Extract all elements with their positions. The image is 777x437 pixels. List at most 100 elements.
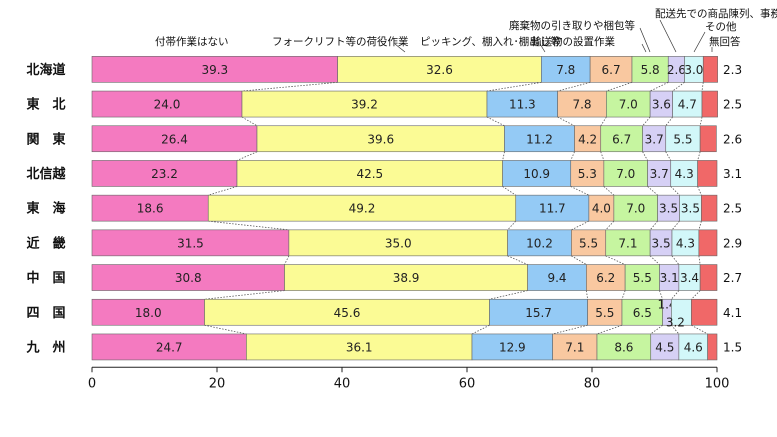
connector-line <box>596 324 623 335</box>
data-label: 11.2 <box>526 132 553 146</box>
bar-segment <box>204 298 490 326</box>
data-label: 12.9 <box>499 340 526 354</box>
data-label: 5.5 <box>595 306 614 320</box>
connector-line <box>665 151 672 161</box>
data-label: 2.6 <box>723 132 742 146</box>
connector-line <box>698 221 702 230</box>
data-label: 10.9 <box>523 167 550 181</box>
data-label: 2.5 <box>723 202 742 216</box>
bar-segment <box>571 229 607 257</box>
legend: 付帯作業はない フォークリフト等の荷役作業 ピッキング、棚入れ･棚出し等 廃棄物の引き… <box>155 7 777 53</box>
connector-line <box>647 186 658 196</box>
data-label: 18.6 <box>137 202 164 216</box>
bar-segment <box>678 333 708 361</box>
x-tick-label: 60 <box>459 376 476 391</box>
bar-segment <box>670 160 698 187</box>
data-label: 3.6 <box>652 98 671 112</box>
connector-line <box>241 81 338 92</box>
x-tick-label: 0 <box>88 376 96 391</box>
x-tick-label: 100 <box>705 376 730 391</box>
connector-line <box>671 290 680 300</box>
x-tick-label: 20 <box>209 376 226 391</box>
data-label: 3.7 <box>645 132 664 146</box>
legend-label: ピッキング、棚入れ･棚出し等 <box>420 35 561 48</box>
connector-line <box>605 220 615 231</box>
data-label: 38.9 <box>393 271 420 285</box>
bar-segment <box>702 56 718 83</box>
bar-segment <box>91 229 290 257</box>
data-label: 2.5 <box>723 98 742 112</box>
connector-line <box>507 220 517 231</box>
connector-line <box>486 116 505 127</box>
legend-label: 配送先での商品陳列、事務作業 <box>655 7 777 20</box>
connector-line <box>642 151 648 161</box>
data-label: 15.7 <box>525 306 552 320</box>
connector-line <box>649 81 669 92</box>
connector-line <box>236 151 258 161</box>
connector-line <box>605 255 626 265</box>
legend-leader-line <box>394 43 406 53</box>
data-label: 1.5 <box>723 340 742 354</box>
bar-segment <box>701 90 718 118</box>
data-label: 4.2 <box>578 132 597 146</box>
connector-line <box>698 255 701 265</box>
data-label: 10.2 <box>526 236 553 250</box>
data-label: 5.8 <box>641 63 660 77</box>
legend-leader-line <box>641 43 647 53</box>
connector-line <box>502 186 516 196</box>
legend-leader-line <box>639 27 651 53</box>
data-label: 6.5 <box>633 306 652 320</box>
data-label: 7.8 <box>572 98 591 112</box>
connector-line <box>571 255 587 265</box>
row-label: 近 畿 <box>26 235 65 251</box>
data-label: 31.5 <box>177 236 204 250</box>
bar-segment <box>246 333 473 361</box>
x-tick-label: 80 <box>584 376 601 391</box>
bar-segment <box>91 160 238 187</box>
bar-segment <box>707 333 718 361</box>
connector-line <box>570 151 575 161</box>
bar-segment <box>596 333 652 361</box>
data-label: 8.6 <box>614 340 633 354</box>
bar-segment <box>486 90 558 118</box>
bar-segment <box>489 298 588 326</box>
bar-segment <box>701 194 718 222</box>
data-label: 7.0 <box>619 98 638 112</box>
connector-line <box>571 220 590 231</box>
connector-line <box>606 81 633 92</box>
bar-segment <box>606 90 651 118</box>
data-label: 39.6 <box>367 132 394 146</box>
bar-segment <box>515 194 590 222</box>
data-label: 3.4 <box>680 271 699 285</box>
data-label: 2.9 <box>723 236 742 250</box>
row-label: 北海道 <box>26 62 65 78</box>
data-label: 7.1 <box>565 340 584 354</box>
bar-segment <box>541 56 591 83</box>
connector-line <box>642 116 651 127</box>
data-label: 6.7 <box>602 63 621 77</box>
connector-line <box>570 186 590 196</box>
bar-segment <box>698 229 718 257</box>
bar-segment <box>288 229 508 257</box>
bar-segment <box>589 56 633 83</box>
data-label: 6.7 <box>612 132 631 146</box>
data-label: 42.5 <box>356 167 383 181</box>
connector-line <box>671 255 680 265</box>
legend-leader-line <box>693 31 706 53</box>
legend-label: 廃棄物の引き取りや梱包等 <box>509 19 635 32</box>
bar-segment <box>613 194 658 222</box>
connector-line <box>691 324 708 335</box>
legend-label: その他 <box>705 20 737 33</box>
data-label: 4.5 <box>655 340 674 354</box>
data-label: 3.5 <box>681 202 700 216</box>
bar-segment <box>588 194 615 222</box>
connector-line <box>697 186 702 196</box>
legend-leader-line <box>539 43 546 53</box>
row-label: 四 国 <box>26 306 65 321</box>
row-label: 東 北 <box>26 97 65 113</box>
bar-segment <box>691 298 718 326</box>
row-label: 北信越 <box>26 166 66 182</box>
bar-segment <box>697 160 718 187</box>
connector-line <box>649 255 660 265</box>
connector-line <box>670 186 680 196</box>
